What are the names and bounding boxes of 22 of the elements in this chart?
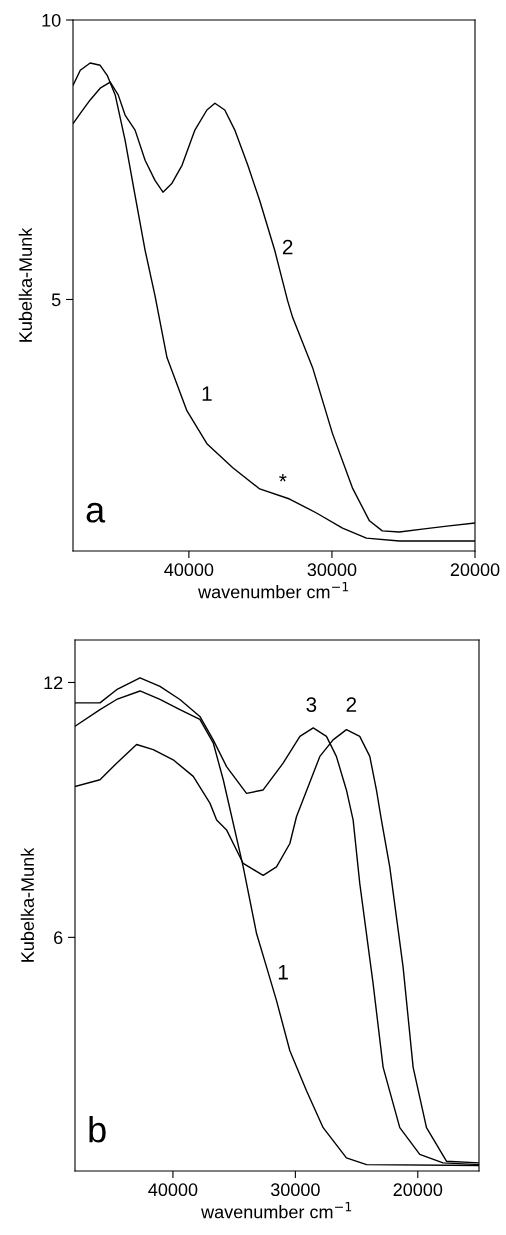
x-axis-title: wavenumber cm$^{−1}$ (198, 582, 349, 599)
y-tick-label: 5 (51, 293, 61, 307)
annotation: * (279, 474, 287, 482)
y-axis-title: Kubelka-Munk (20, 847, 34, 962)
x-tick-label: 20000 (393, 1183, 443, 1197)
annotation: b (89, 1116, 106, 1143)
y-axis-title: Kubelka-Munk (18, 227, 32, 342)
series-label: 2 (346, 697, 357, 712)
series-label: 3 (306, 697, 317, 712)
x-tick-label: 20000 (450, 563, 500, 577)
y-tick-label: 6 (54, 931, 63, 945)
x-tick-label: 40000 (164, 563, 214, 577)
x-axis-title: wavenumber cm$^{−1}$ (201, 1202, 352, 1219)
annotation: a (86, 502, 106, 523)
series-label: 1 (278, 965, 288, 980)
y-tick-label: 12 (44, 676, 63, 690)
x-tick-label: 40000 (148, 1183, 198, 1197)
x-tick-label: 30000 (270, 1183, 320, 1197)
y-tick-label: 10 (42, 13, 61, 27)
series-label: 2 (282, 239, 293, 255)
x-tick-label: 30000 (307, 563, 357, 577)
series-label: 1 (202, 386, 212, 401)
